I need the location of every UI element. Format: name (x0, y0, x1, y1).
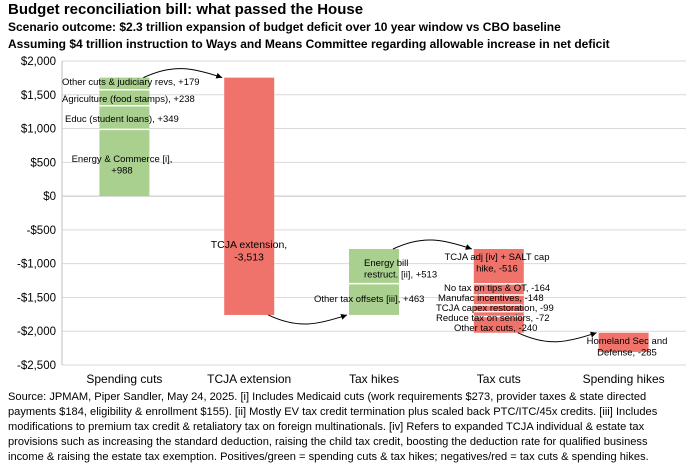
chart-subtitle-scenario: Scenario outcome: $2.3 trillion expansio… (8, 20, 561, 34)
segment-label: Homeland Sec and Defense, -285 (587, 336, 668, 359)
y-tick-label: $0 (43, 191, 56, 203)
segment-label: Energy bill restruct. [ii], +513 (364, 258, 437, 281)
bar-spending-hikes (598, 332, 649, 352)
x-tick-label: Spending cuts (86, 372, 162, 386)
y-tick-label: $1,000 (21, 124, 56, 136)
source-footnote: Source: JPMAM, Piper Sandler, May 24, 20… (8, 391, 658, 463)
connector-arrow (517, 331, 597, 343)
y-tick-label: -$500 (27, 225, 56, 237)
y-tick-label: -$2,500 (17, 360, 56, 372)
segment-label: TCJA capex restoration, -99 (436, 303, 554, 314)
connector-arrow (143, 68, 223, 79)
bar-tcja-extension (224, 77, 275, 315)
y-tick-label: $1,500 (21, 90, 56, 102)
segment-label: Educ (student loans), +349 (65, 114, 179, 125)
connector-arrow (267, 314, 348, 325)
segment-label: TCJA extension, -3,513 (211, 239, 287, 264)
y-tick-label: -$1,500 (17, 292, 56, 304)
segment-label: No tax on tips & OT, -164 (444, 283, 550, 294)
segment-label: Agriculture (food stamps), +238 (62, 94, 195, 105)
segment-label: TCJA adj [iv] + SALT cap hike, -516 (445, 252, 550, 275)
x-tick-label: Spending hikes (583, 372, 665, 386)
connector-arrow (392, 239, 472, 250)
segment-label: Other cuts & judiciary revs, +179 (62, 77, 200, 88)
x-tick-label: Tax cuts (477, 372, 521, 386)
segment-label: Other tax cuts, -240 (454, 323, 537, 334)
y-tick-label: -$2,000 (17, 326, 56, 338)
y-tick-label: $500 (30, 157, 56, 169)
segment-label: Energy & Commerce [i], +988 (72, 154, 173, 177)
segment-label: Manufac incentives, -148 (438, 293, 544, 304)
y-tick-label: $2,000 (21, 56, 56, 68)
bar-tax-cuts (473, 249, 524, 333)
y-tick-label: -$1,000 (17, 259, 56, 271)
segment-label: Reduce tax on seniors, -72 (436, 313, 550, 324)
x-tick-label: Tax hikes (349, 372, 399, 386)
bar-spending-cuts (99, 77, 150, 197)
chart-title: Budget reconciliation bill: what passed … (8, 1, 364, 18)
waterfall-chart: $2,000 $1,500 $1,000 $500 $0 -$500 -$1,000 -$1,… (17, 56, 686, 386)
chart-subtitle-assumption: Assuming $4 trillion instruction to Ways… (8, 37, 610, 51)
bar-tax-hikes (349, 249, 399, 315)
segment-label: Other tax offsets [iii], +463 (314, 294, 424, 305)
x-tick-label: TCJA extension (207, 372, 291, 386)
